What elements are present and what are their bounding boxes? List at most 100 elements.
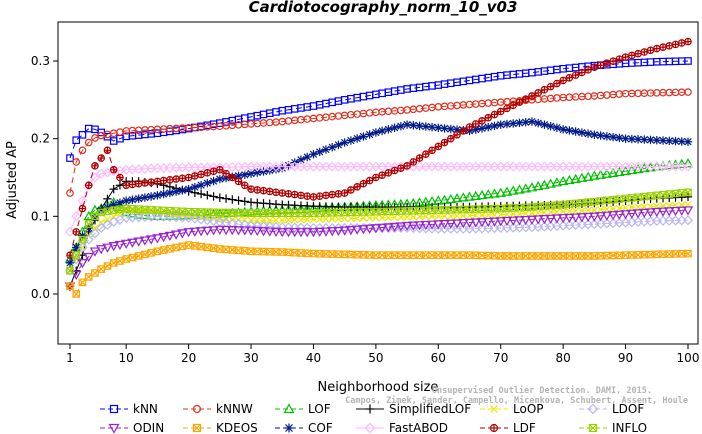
data-point-cof xyxy=(583,129,593,138)
data-point-lof xyxy=(470,190,481,200)
data-point-lof xyxy=(483,189,494,199)
data-point-inflo xyxy=(290,209,299,218)
data-point-loop xyxy=(472,211,480,220)
data-point-loop xyxy=(490,211,499,219)
data-point-loop xyxy=(440,212,449,220)
data-point-ldf xyxy=(415,154,424,162)
data-point-odin xyxy=(283,228,294,238)
data-point-ldf xyxy=(197,170,205,179)
data-point-kdeos xyxy=(66,282,74,291)
data-point-cof xyxy=(496,120,505,129)
data-point-lof xyxy=(320,202,332,212)
data-point-loop xyxy=(347,214,355,223)
data-point-odin xyxy=(170,230,182,240)
data-point-ldf xyxy=(265,187,274,196)
legend-marker xyxy=(490,405,498,413)
data-point-ldf xyxy=(390,166,399,175)
data-point-odin xyxy=(526,215,538,225)
data-point-ldf xyxy=(84,181,93,190)
data-point-ldf xyxy=(665,41,674,50)
data-point-knnw xyxy=(91,134,99,142)
data-point-odin xyxy=(320,227,332,237)
data-point-ldof xyxy=(189,213,200,224)
data-point-ldof xyxy=(183,212,194,223)
data-point-loop xyxy=(110,212,118,220)
data-point-ldof xyxy=(96,222,107,234)
data-point-loop xyxy=(397,213,405,221)
data-point-odin xyxy=(208,226,219,236)
data-point-ldf xyxy=(422,150,430,159)
data-point-odin xyxy=(507,216,519,226)
data-point-ldf xyxy=(141,179,149,187)
data-point-ldf xyxy=(134,179,143,188)
data-point-cof xyxy=(321,145,331,154)
data-point-inflo xyxy=(422,206,430,215)
data-point-loop xyxy=(447,212,455,220)
data-point-odin xyxy=(395,222,407,232)
data-point-ldf xyxy=(66,251,74,259)
data-point-ldf xyxy=(203,169,212,177)
data-point-ldf xyxy=(278,189,287,197)
data-point-ldf xyxy=(72,228,81,236)
data-point-loop xyxy=(459,212,467,220)
data-point-cof xyxy=(615,133,624,143)
data-point-knn xyxy=(72,136,81,145)
data-point-odin xyxy=(420,220,432,231)
y-tick-label: 0.1 xyxy=(31,209,50,223)
data-point-ldf xyxy=(234,177,243,186)
data-point-ldf xyxy=(322,191,330,200)
x-tick-label: 60 xyxy=(431,351,446,365)
data-point-loop xyxy=(359,214,368,222)
data-point-ldf xyxy=(103,146,112,155)
data-point-odin xyxy=(470,218,481,228)
data-point-loop xyxy=(484,211,492,219)
data-point-cof xyxy=(377,126,387,136)
data-point-kdeos xyxy=(128,253,137,262)
data-point-odin xyxy=(258,227,269,237)
data-point-ldof xyxy=(682,215,694,226)
data-point-cof xyxy=(577,128,587,137)
data-point-lof xyxy=(308,203,319,213)
legend-label: LOF xyxy=(308,402,331,416)
data-point-lof xyxy=(526,182,538,192)
data-point-inflo xyxy=(571,199,580,208)
data-point-odin xyxy=(570,213,581,223)
data-point-knnw xyxy=(84,138,93,147)
data-point-loop xyxy=(366,214,374,222)
data-point-knnw xyxy=(72,158,81,166)
data-point-ldof xyxy=(164,211,175,223)
data-point-cof xyxy=(365,130,374,139)
legend-marker xyxy=(192,423,202,433)
data-point-inflo xyxy=(84,220,93,228)
x-tick-label: 20 xyxy=(181,351,196,365)
data-point-ldf xyxy=(315,192,324,200)
data-point-odin xyxy=(651,207,663,218)
data-point-ldf xyxy=(228,173,237,182)
data-point-odin xyxy=(227,226,238,236)
data-point-ldf xyxy=(484,113,493,122)
data-point-cof xyxy=(540,120,549,129)
data-point-odin xyxy=(277,228,288,238)
x-axis-label: Neighborhood size xyxy=(318,380,439,395)
data-point-cof xyxy=(427,122,437,132)
data-point-kdeos xyxy=(97,265,106,273)
data-point-odin xyxy=(89,247,101,257)
plot-frame xyxy=(57,21,699,345)
data-point-knn xyxy=(684,57,692,65)
series-line-ldof xyxy=(69,215,689,271)
data-point-odin xyxy=(520,215,531,226)
data-point-kdeos xyxy=(109,259,118,267)
data-point-odin xyxy=(158,233,169,243)
data-point-ldf xyxy=(309,193,318,201)
data-point-odin xyxy=(370,224,382,234)
data-point-odin xyxy=(383,223,394,233)
data-point-lof xyxy=(532,180,544,191)
data-point-odin xyxy=(464,218,475,228)
data-point-loop xyxy=(91,224,99,232)
data-point-lof xyxy=(501,186,513,196)
data-point-odin xyxy=(152,234,163,244)
data-point-odin xyxy=(576,213,588,223)
data-point-kdeos xyxy=(453,251,461,259)
data-point-loop xyxy=(128,206,137,215)
